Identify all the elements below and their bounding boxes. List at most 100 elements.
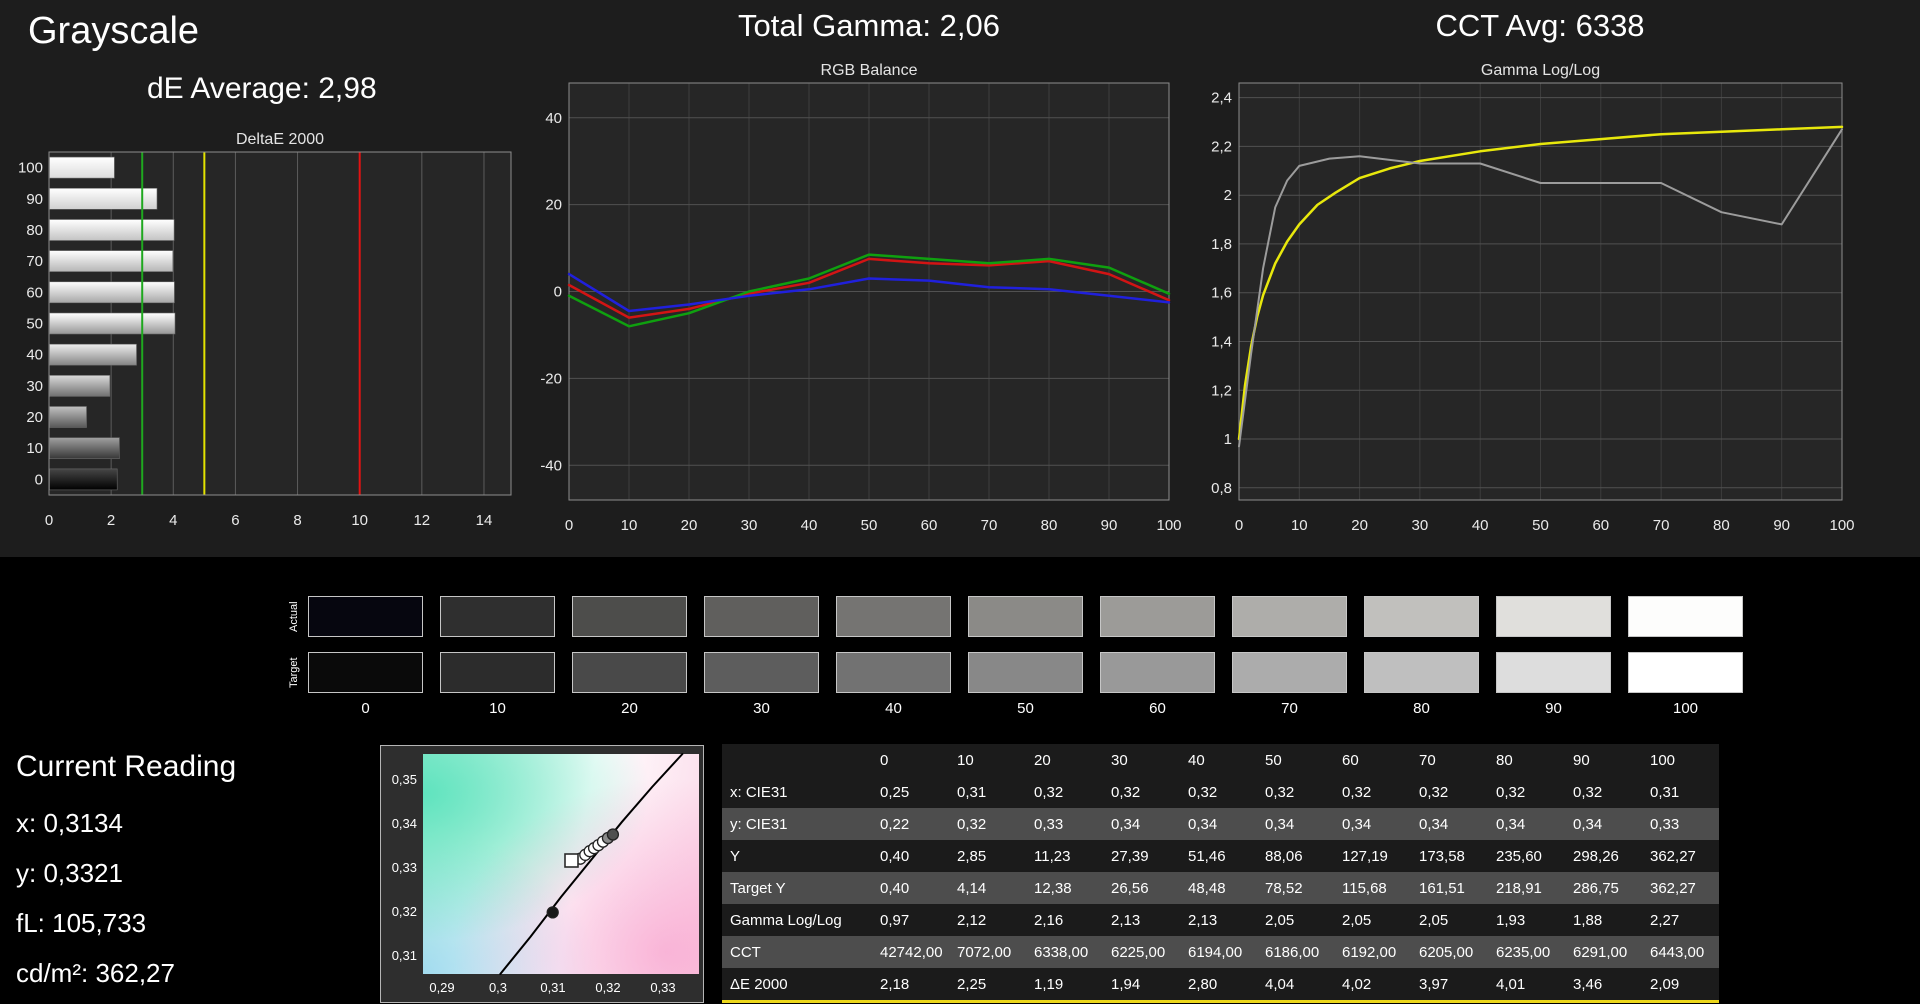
cie-y-tick: 0,33 xyxy=(391,860,417,875)
target-swatch-40 xyxy=(836,652,951,693)
rgb-balance-chart: 0 10 20 30 40 50 60 70 80 90 100 40 20 0 -20 -40 RGB Bal… xyxy=(540,62,1181,534)
table-cell: 298,26 xyxy=(1573,847,1619,865)
x-tick-label: 60 xyxy=(1592,517,1609,534)
table-row: Target Y 0,40 4,14 12,38 26,56 48,48 78,52 115,… xyxy=(722,872,1719,904)
table-cell: 4,01 xyxy=(1496,975,1526,993)
table-cell: 235,60 xyxy=(1496,847,1542,865)
deltae-bar-80 xyxy=(49,219,175,241)
x-tick-label: 30 xyxy=(1412,517,1429,534)
blue-line xyxy=(567,272,1171,313)
y-tick-label: 0 xyxy=(554,284,562,301)
column-header: 0 xyxy=(880,751,889,769)
table-cell: 3,97 xyxy=(1419,975,1449,993)
page-title: Grayscale xyxy=(28,10,200,52)
swatch-label: 20 xyxy=(621,700,638,717)
table-cell: 0,32 xyxy=(1265,783,1295,801)
actual-swatch-20 xyxy=(572,596,687,637)
x-tick-label: 100 xyxy=(1156,517,1181,534)
row-label: x: CIE31 xyxy=(730,783,788,801)
row-label: Y xyxy=(730,847,741,865)
table-cell: 2,13 xyxy=(1111,911,1141,929)
column-header: 20 xyxy=(1034,751,1051,769)
table-cell: 1,88 xyxy=(1573,911,1603,929)
table-cell: 0,32 xyxy=(1419,783,1449,801)
swatch-label: 80 xyxy=(1413,700,1430,717)
row-label: y: CIE31 xyxy=(730,815,788,833)
x-tick-label: 20 xyxy=(681,517,698,534)
actual-row-label: Actual xyxy=(288,601,300,632)
table-cell: 2,18 xyxy=(880,975,910,993)
column-header: 80 xyxy=(1496,751,1513,769)
y-tick-label: 10 xyxy=(26,440,43,457)
actual-swatch-50 xyxy=(968,596,1083,637)
table-cell: 3,46 xyxy=(1573,975,1603,993)
target-swatch-30 xyxy=(704,652,819,693)
swatch-label: 90 xyxy=(1545,700,1562,717)
x-tick-label: 50 xyxy=(861,517,878,534)
row-label: Target Y xyxy=(730,879,786,897)
red-line xyxy=(567,257,1171,319)
table-cell: 1,19 xyxy=(1034,975,1064,993)
table-cell: 42742,00 xyxy=(880,943,943,961)
deltae-bar-0 xyxy=(49,468,118,491)
table-cell: 6192,00 xyxy=(1342,943,1397,961)
row-label: CCT xyxy=(730,943,761,961)
table-cell: 6205,00 xyxy=(1419,943,1474,961)
table-cell: 0,40 xyxy=(880,879,910,897)
table-cell: 0,34 xyxy=(1342,815,1372,833)
row-label: ΔE 2000 xyxy=(730,975,788,993)
grayscale-panel: Grayscale dE Average: 2,98 Total Gamma: … xyxy=(0,0,1920,557)
table-cell: 0,34 xyxy=(1111,815,1141,833)
table-corner-cell xyxy=(722,744,872,776)
x-tick-label: 40 xyxy=(801,517,818,534)
y-tick-label: -20 xyxy=(540,370,562,387)
table-cell: 6291,00 xyxy=(1573,943,1628,961)
target-swatch-row xyxy=(308,652,1743,693)
x-tick-label: 30 xyxy=(741,517,758,534)
swatch-label: 0 xyxy=(361,700,370,717)
table-cell: 6338,00 xyxy=(1034,943,1089,961)
column-header: 70 xyxy=(1419,751,1436,769)
table-cell: 6186,00 xyxy=(1265,943,1320,961)
y-tick-label: 20 xyxy=(26,409,43,426)
target-swatch-100 xyxy=(1628,652,1743,693)
x-tick-label: 90 xyxy=(1773,517,1790,534)
column-header: 60 xyxy=(1342,751,1359,769)
table-cell: 1,94 xyxy=(1111,975,1141,993)
y-tick-label: 0 xyxy=(35,471,43,488)
table-cell: 0,34 xyxy=(1265,815,1295,833)
y-tick-label: 0,8 xyxy=(1211,480,1232,497)
cie-x-tick: 0,3 xyxy=(488,980,508,995)
x-tick-label: 70 xyxy=(1653,517,1670,534)
table-row: Y 0,40 2,85 11,23 27,39 51,46 88,06 127,19 173,5… xyxy=(722,840,1719,872)
column-header: 90 xyxy=(1573,751,1590,769)
x-tick-label: 12 xyxy=(413,512,430,529)
swatch-label: 50 xyxy=(1017,700,1034,717)
actual-swatch-10 xyxy=(440,596,555,637)
deltae-bar-30 xyxy=(49,375,111,397)
x-tick-label: 60 xyxy=(921,517,938,534)
table-cell: 27,39 xyxy=(1111,847,1149,865)
x-tick-label: 100 xyxy=(1829,517,1854,534)
table-cell: 2,80 xyxy=(1188,975,1218,993)
x-tick-label: 80 xyxy=(1041,517,1058,534)
table-cell: 2,13 xyxy=(1188,911,1218,929)
table-cell: 161,51 xyxy=(1419,879,1465,897)
table-row: x: CIE31 0,25 0,31 0,32 0,32 0,32 0,32 0,32 0,32… xyxy=(722,776,1719,808)
table-cell: 26,56 xyxy=(1111,879,1149,897)
deltae-bar-40 xyxy=(49,343,137,366)
actual-swatch-80 xyxy=(1364,596,1479,637)
x-tick-label: 90 xyxy=(1101,517,1118,534)
swatch-label: 100 xyxy=(1672,700,1699,717)
table-cell: 78,52 xyxy=(1265,879,1303,897)
table-cell: 0,40 xyxy=(880,847,910,865)
target-swatch-90 xyxy=(1496,652,1611,693)
target-swatch-50 xyxy=(968,652,1083,693)
x-tick-label: 8 xyxy=(293,512,301,529)
table-cell: 0,33 xyxy=(1034,815,1064,833)
table-header-row: 0 10 20 30 40 50 60 70 80 90 100 xyxy=(722,744,1719,776)
cie-x-tick: 0,31 xyxy=(540,980,566,995)
table-cell: 0,97 xyxy=(880,911,910,929)
cie-x-tick: 0,29 xyxy=(429,980,455,995)
table-cell: 2,09 xyxy=(1650,975,1680,993)
